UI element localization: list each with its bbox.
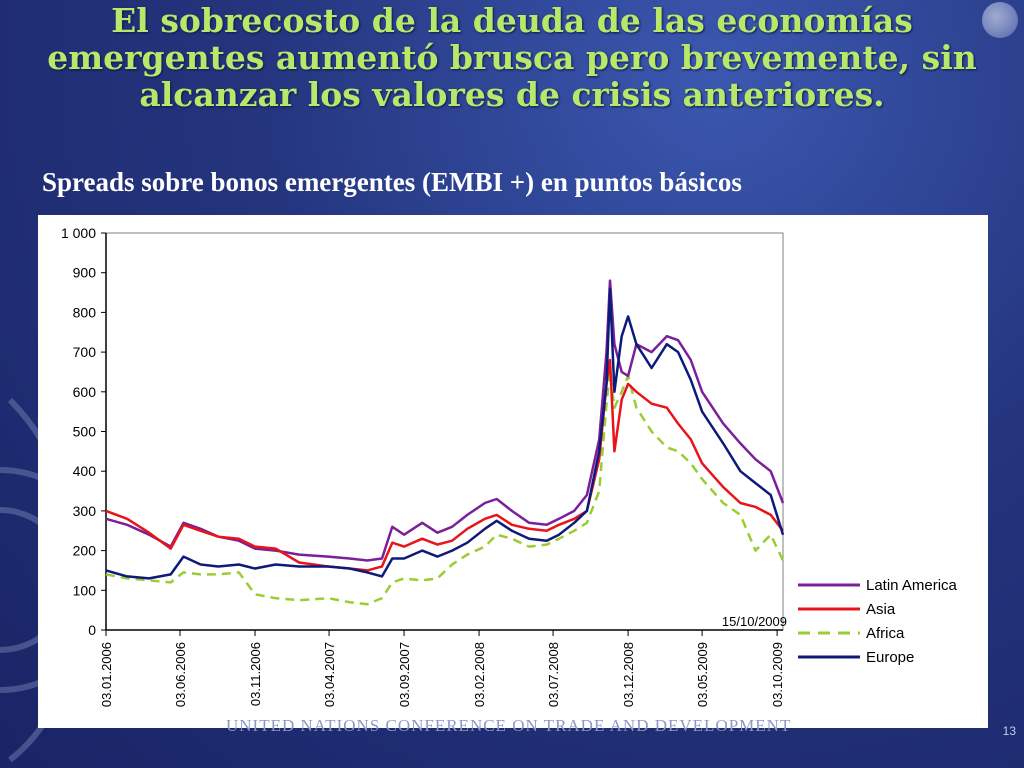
x-tick-label: 03.10.2009 xyxy=(770,642,785,707)
x-tick-label: 03.02.2008 xyxy=(472,642,487,707)
slide-title: El sobrecosto de la deuda de las economí… xyxy=(47,1,977,114)
x-tick-label: 03.04.2007 xyxy=(322,642,337,707)
end-date-annotation: 15/10/2009 xyxy=(722,614,787,629)
footer-text: UNITED NATIONS CONFERENCE ON TRADE AND D… xyxy=(226,716,792,735)
x-tick-label: 03.11.2006 xyxy=(248,642,263,706)
y-tick-label: 400 xyxy=(73,463,97,479)
chart-panel: 0 100 200 300 400 500 600 700 800 900 1 000 03.01.2… xyxy=(38,215,988,728)
y-tick-label: 700 xyxy=(73,344,97,360)
x-tick-label: 03.09.2007 xyxy=(397,642,412,707)
x-tick-label: 03.06.2006 xyxy=(173,642,188,707)
series-line-africa xyxy=(105,370,785,606)
series-line-latin-america xyxy=(105,279,785,562)
y-tick-label: 1 000 xyxy=(61,225,96,241)
legend-label-europe: Europe xyxy=(866,649,914,666)
y-tick-label: 0 xyxy=(88,622,96,638)
embi-spreads-chart: 0 100 200 300 400 500 600 700 800 900 1 000 03.01.2… xyxy=(61,225,958,707)
x-tick-label: 03.01.2006 xyxy=(99,642,114,707)
x-tick-label: 03.07.2008 xyxy=(546,642,561,707)
legend-label-asia: Asia xyxy=(866,601,896,618)
chart-subtitle: Spreads sobre bonos emergentes (EMBI +) … xyxy=(42,167,742,197)
globe-icon xyxy=(982,2,1018,38)
y-tick-label: 300 xyxy=(73,503,97,519)
series-line-europe xyxy=(105,287,785,580)
y-tick-label: 200 xyxy=(73,543,97,559)
series-line-asia xyxy=(105,358,784,572)
x-tick-label: 03.12.2008 xyxy=(621,642,636,707)
x-tick-label: 03.05.2009 xyxy=(695,642,710,707)
legend-label-africa: Africa xyxy=(866,625,905,642)
y-tick-label: 900 xyxy=(73,265,97,281)
y-tick-label: 600 xyxy=(73,384,97,400)
y-tick-label: 500 xyxy=(73,424,97,440)
page-number: 13 xyxy=(1002,724,1016,738)
y-tick-label: 100 xyxy=(73,582,97,598)
y-tick-label: 800 xyxy=(73,304,97,320)
legend-label-latin-america: Latin America xyxy=(866,577,958,594)
